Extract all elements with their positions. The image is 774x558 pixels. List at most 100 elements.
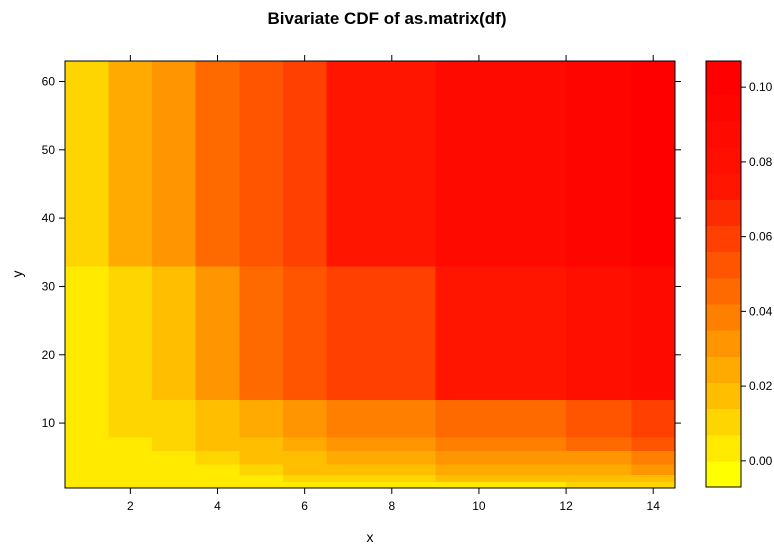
- heatmap-cell: [435, 61, 567, 267]
- heatmap-cell: [65, 464, 110, 475]
- x-tick-label: 2: [127, 499, 134, 513]
- heatmap-cell: [239, 265, 284, 400]
- heatmap-cell: [631, 265, 676, 400]
- heatmap-cell: [326, 61, 436, 267]
- heatmap-cell: [435, 436, 567, 452]
- heatmap-cell: [282, 474, 328, 482]
- heatmap-cell: [108, 399, 153, 438]
- heatmap-cell: [195, 464, 240, 475]
- heatmap-cell: [282, 265, 328, 400]
- colorbar-swatch: [706, 460, 741, 488]
- heatmap-cell: [108, 61, 153, 267]
- heatmap-cell: [152, 61, 197, 267]
- heatmap-cell: [65, 474, 110, 482]
- heatmap-cell: [195, 450, 240, 465]
- colorbar-swatch: [706, 199, 741, 227]
- colorbar-swatch: [706, 225, 741, 253]
- colorbar-tick-label: 0.08: [749, 155, 773, 169]
- x-axis-label: x: [367, 529, 374, 545]
- heatmap-cell: [239, 436, 284, 452]
- x-tick-label: 14: [647, 499, 661, 513]
- heatmap-cell: [108, 265, 153, 400]
- heatmap-cell: [326, 399, 436, 438]
- heatmap-cell: [435, 399, 567, 438]
- heatmap-cell: [239, 474, 284, 482]
- heatmap-cell: [631, 450, 676, 465]
- heatmap-cell: [435, 481, 567, 489]
- heatmap-cell: [282, 481, 328, 489]
- heatmap-cell: [326, 464, 436, 475]
- heatmap-cell: [108, 450, 153, 465]
- heatmap-cell: [195, 481, 240, 489]
- heatmap-cell: [435, 464, 567, 475]
- y-tick-label: 10: [42, 416, 56, 430]
- heatmap-cell: [435, 265, 567, 400]
- y-tick-label: 60: [42, 74, 56, 88]
- colorbar-swatch: [706, 382, 741, 410]
- colorbar-swatch: [706, 408, 741, 436]
- heatmap-cell: [152, 436, 197, 452]
- y-tick-label: 30: [42, 279, 56, 293]
- heatmap-cell: [239, 450, 284, 465]
- y-tick-label: 40: [42, 211, 56, 225]
- heatmap-cell: [152, 265, 197, 400]
- heatmap-cell: [566, 265, 633, 400]
- heatmap-cell: [152, 450, 197, 465]
- colorbar-tick-label: 0.02: [749, 379, 773, 393]
- heatmap-cell: [435, 474, 567, 482]
- heatmap-cell: [435, 450, 567, 465]
- heatmap-cell: [326, 481, 436, 489]
- heatmap-cell: [326, 436, 436, 452]
- plot-frame: [64, 60, 676, 489]
- heatmap-cell: [282, 61, 328, 267]
- heatmap-cell: [282, 464, 328, 475]
- heatmap-cell: [65, 481, 110, 489]
- colorbar-swatch: [706, 61, 741, 96]
- heatmap-cell: [195, 474, 240, 482]
- colorbar-swatch: [706, 356, 741, 383]
- colorbar-swatch: [706, 434, 741, 462]
- axes: 2 4 6 8 10 12 14 10 20 30 40 50 60: [42, 55, 681, 513]
- heatmap-cell: [326, 265, 436, 400]
- heatmap-cell: [239, 61, 284, 267]
- heatmap-cell: [326, 474, 436, 482]
- x-tick-label: 4: [214, 499, 221, 513]
- heatmap-cell: [566, 399, 633, 438]
- colorbar-swatch: [706, 120, 741, 148]
- heatmap-cell: [195, 436, 240, 452]
- colorbar-swatch: [706, 330, 741, 357]
- heatmap-cell: [631, 399, 676, 438]
- heatmap-cell: [195, 399, 240, 438]
- heatmap-cell: [282, 450, 328, 465]
- chart-title: Bivariate CDF of as.matrix(df): [268, 9, 507, 28]
- colorbar-swatch: [706, 146, 741, 174]
- heatmap-cell: [195, 61, 240, 267]
- heatmap-cell: [152, 399, 197, 438]
- heatmap-cell: [239, 399, 284, 438]
- heatmap-cell: [65, 450, 110, 465]
- y-tick-label: 20: [42, 348, 56, 362]
- heatmap-cell: [631, 474, 676, 482]
- colorbar-tick-label: 0.04: [749, 304, 773, 318]
- colorbar-swatch: [706, 173, 741, 200]
- heatmap-cell: [108, 464, 153, 475]
- heatmap-cell: [566, 474, 633, 482]
- heatmap-cell: [566, 61, 633, 267]
- heatmap-cell: [65, 61, 110, 267]
- heatmap-cell: [195, 265, 240, 400]
- x-tick-label: 6: [301, 499, 308, 513]
- colorbar-tick-label: 0.00: [749, 454, 773, 468]
- heatmap-cell: [65, 436, 110, 452]
- colorbar-swatch: [706, 94, 741, 122]
- heatmap-cell: [65, 399, 110, 438]
- heatmap-cell: [631, 464, 676, 475]
- colorbar-tick-label: 0.10: [749, 80, 773, 94]
- heatmap-cell: [631, 481, 676, 489]
- heatmap-cell: [631, 61, 676, 267]
- colorbar-tick-label: 0.06: [749, 230, 773, 244]
- heatmap-cell: [566, 450, 633, 465]
- x-tick-label: 10: [472, 499, 486, 513]
- heatmap-cell: [152, 481, 197, 489]
- heatmap-cell: [566, 481, 633, 489]
- colorbar-swatch: [706, 303, 741, 331]
